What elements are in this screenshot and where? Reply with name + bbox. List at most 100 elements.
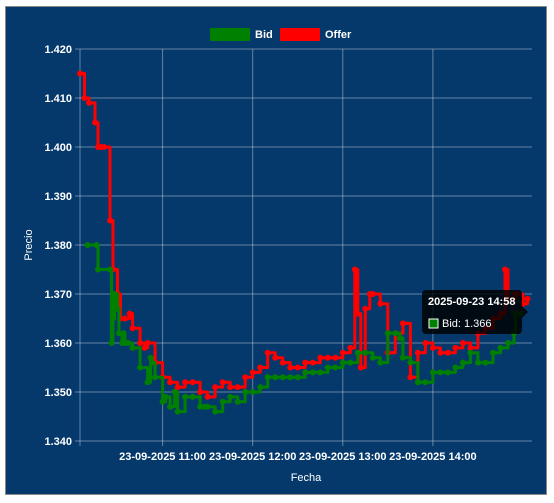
- data-point[interactable]: [324, 354, 331, 361]
- data-point[interactable]: [111, 291, 118, 297]
- data-point[interactable]: [107, 266, 114, 273]
- data-point[interactable]: [392, 330, 399, 337]
- data-point[interactable]: [377, 300, 384, 307]
- data-point[interactable]: [309, 369, 316, 376]
- price-chart[interactable]: 1.340 1.350 1.360 1.370 1.380 1.390 1.400 1.410…: [6, 7, 548, 496]
- data-point[interactable]: [95, 266, 102, 273]
- data-point[interactable]: [467, 344, 474, 351]
- data-point[interactable]: [182, 379, 189, 386]
- data-point[interactable]: [116, 330, 123, 337]
- data-point[interactable]: [204, 393, 211, 400]
- data-point[interactable]: [114, 305, 121, 312]
- data-point[interactable]: [501, 266, 508, 273]
- data-point[interactable]: [174, 408, 181, 415]
- data-point[interactable]: [357, 364, 364, 371]
- data-point[interactable]: [474, 359, 481, 366]
- data-point[interactable]: [204, 403, 211, 410]
- data-point[interactable]: [437, 349, 444, 356]
- data-point[interactable]: [174, 384, 181, 391]
- data-point[interactable]: [108, 340, 115, 346]
- data-point[interactable]: [332, 354, 339, 361]
- data-point[interactable]: [249, 369, 256, 376]
- data-point[interactable]: [422, 379, 429, 386]
- data-point[interactable]: [81, 95, 88, 101]
- data-point[interactable]: [152, 374, 159, 381]
- data-point[interactable]: [84, 242, 91, 248]
- data-point[interactable]: [354, 310, 361, 317]
- data-point[interactable]: [129, 325, 136, 332]
- data-point[interactable]: [407, 359, 414, 366]
- data-point[interactable]: [452, 344, 459, 351]
- data-point[interactable]: [339, 359, 346, 366]
- data-point[interactable]: [384, 330, 391, 337]
- series-layer[interactable]: [77, 70, 531, 415]
- data-point[interactable]: [197, 389, 204, 395]
- data-point[interactable]: [159, 398, 166, 405]
- data-point[interactable]: [422, 340, 429, 346]
- data-point[interactable]: [120, 330, 127, 337]
- data-point[interactable]: [354, 349, 361, 356]
- data-point[interactable]: [452, 364, 459, 371]
- data-point[interactable]: [317, 369, 324, 376]
- data-point[interactable]: [149, 359, 156, 366]
- legend-item-offer[interactable]: Offer: [280, 28, 352, 41]
- data-point[interactable]: [489, 349, 496, 356]
- data-point[interactable]: [294, 374, 301, 381]
- data-point[interactable]: [524, 295, 531, 302]
- data-point[interactable]: [227, 384, 234, 391]
- data-point[interactable]: [339, 349, 346, 356]
- legend-item-bid[interactable]: Bid: [210, 28, 273, 41]
- data-point[interactable]: [147, 354, 154, 361]
- data-point[interactable]: [182, 393, 189, 400]
- data-point[interactable]: [126, 310, 133, 317]
- data-point[interactable]: [167, 379, 174, 386]
- data-point[interactable]: [279, 359, 286, 366]
- data-point[interactable]: [467, 349, 474, 356]
- data-point[interactable]: [497, 344, 504, 351]
- data-point[interactable]: [351, 266, 358, 273]
- data-point[interactable]: [249, 389, 256, 395]
- data-point[interactable]: [107, 217, 114, 224]
- data-point[interactable]: [129, 344, 136, 351]
- data-point[interactable]: [414, 349, 421, 356]
- data-point[interactable]: [294, 364, 301, 371]
- data-point[interactable]: [362, 349, 369, 356]
- data-point[interactable]: [347, 344, 354, 351]
- data-point[interactable]: [369, 354, 376, 361]
- data-point[interactable]: [272, 354, 279, 361]
- data-point[interactable]: [219, 398, 226, 405]
- data-point[interactable]: [125, 340, 132, 346]
- data-point[interactable]: [110, 315, 117, 322]
- data-point[interactable]: [504, 340, 511, 346]
- data-point[interactable]: [429, 369, 436, 376]
- data-point[interactable]: [399, 320, 406, 327]
- data-point[interactable]: [122, 315, 129, 322]
- data-point[interactable]: [347, 359, 354, 366]
- data-point[interactable]: [197, 403, 204, 410]
- data-point[interactable]: [264, 349, 271, 356]
- data-point[interactable]: [234, 384, 241, 391]
- data-point[interactable]: [302, 359, 309, 366]
- data-point[interactable]: [332, 364, 339, 371]
- data-point[interactable]: [272, 374, 279, 381]
- data-point[interactable]: [399, 354, 406, 361]
- series-bid[interactable]: [84, 242, 523, 415]
- data-point[interactable]: [141, 344, 148, 351]
- data-point[interactable]: [257, 364, 264, 371]
- data-point[interactable]: [459, 340, 466, 346]
- data-point[interactable]: [219, 379, 226, 386]
- data-point[interactable]: [171, 389, 178, 395]
- data-point[interactable]: [377, 359, 384, 366]
- data-point[interactable]: [459, 359, 466, 366]
- data-point[interactable]: [287, 364, 294, 371]
- data-point[interactable]: [162, 393, 169, 400]
- data-point[interactable]: [101, 144, 108, 150]
- data-point[interactable]: [309, 359, 316, 366]
- data-point[interactable]: [242, 374, 249, 381]
- data-point[interactable]: [302, 369, 309, 376]
- data-point[interactable]: [482, 359, 489, 366]
- data-point[interactable]: [444, 349, 451, 356]
- data-point[interactable]: [414, 379, 421, 386]
- data-point[interactable]: [324, 364, 331, 371]
- data-point[interactable]: [93, 242, 100, 248]
